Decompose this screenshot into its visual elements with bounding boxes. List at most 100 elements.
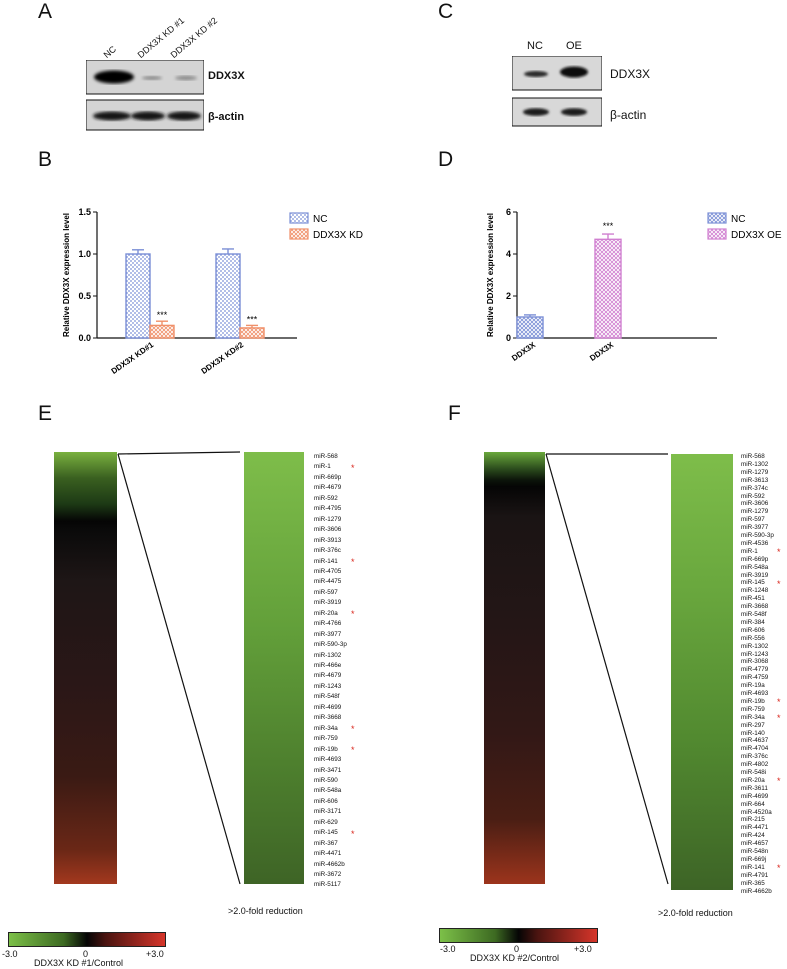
heatmap-f-mirna-label: miR-215: [741, 816, 765, 824]
heatmap-f-mirna-label: miR-4662b: [741, 887, 772, 895]
heatmap-e-mirna-label: miR-4679: [314, 672, 342, 680]
bar-chart-d: 0 2 4 6 Relative DDX3X expression level DDX3X…: [486, 207, 782, 363]
heatmap-e-mirna-label: miR-3672: [314, 871, 342, 878]
heatmap-f-mirna-label: miR-3068: [741, 658, 769, 666]
heatmap-e-mirna-label: miR-4693: [314, 756, 342, 764]
heatmap-f-mirna-label: miR-3613: [741, 476, 769, 484]
chart-b-significance: ***: [157, 310, 168, 320]
heatmap-f-mirna-label: miR-597: [741, 516, 765, 524]
heatmap-f-mirna-label: miR-3977: [741, 524, 769, 532]
heatmap-e-mirna-label: miR-1279: [314, 515, 342, 523]
chart-b-significance: ***: [247, 314, 258, 324]
heatmap-e-mirna-label: miR-597: [314, 588, 338, 596]
heatmap-e-mirna-label: miR-141: [314, 557, 338, 565]
chart-d-bar: [516, 316, 544, 339]
heatmap-f-significance-star: *: [777, 776, 781, 787]
heatmap-f-significance-star: *: [777, 713, 781, 724]
heatmap-f-mirna-label: miR-4704: [741, 745, 769, 753]
heatmap-f-mirna-label: miR-590-3p: [741, 532, 774, 539]
heatmap-f-mirna-label: miR-3668: [741, 603, 769, 611]
blot-a-image: [86, 60, 204, 131]
heatmap-e-mirna-label: miR-3171: [314, 808, 342, 816]
heatmap-e-significance-star: *: [351, 828, 355, 839]
heatmap-e-mirna-label: miR-606: [314, 797, 338, 805]
heatmap-f-mirna-label: miR-365: [741, 879, 765, 887]
heatmap-e-mirna-label: miR-592: [314, 494, 338, 502]
heatmap-f-mirna-label: miR-3919: [741, 571, 769, 579]
heatmap-e-mirna-label: miR-367: [314, 839, 338, 847]
chart-d-bar: [594, 238, 622, 339]
heatmap-f-mirna-label: miR-19a: [741, 682, 765, 690]
heatmap-e-mirna-label: miR-20a: [314, 609, 338, 617]
heatmap-f-mirna-label: miR-759: [741, 705, 765, 713]
heatmap-e-detail: [244, 452, 304, 884]
chart-b-y-tick-label: 0.5: [78, 291, 91, 301]
heatmap-e-mirna-label: miR-3913: [314, 536, 342, 544]
chart-d-legend-label: NC: [731, 214, 745, 225]
chart-b-bar: [149, 324, 175, 339]
heatmap-e-mirna-label: miR-376c: [314, 547, 341, 555]
heatmap-f-mirna-label: miR-4791: [741, 871, 769, 879]
heatmap-e-mirna-label: miR-5117: [314, 881, 341, 889]
heatmap-f-mirna-label: miR-664: [741, 800, 765, 808]
heatmap-f-mirna-label: miR-568: [741, 453, 765, 460]
heatmap-f-mirna-label: miR-297: [741, 721, 765, 729]
heatmap-f-zoom-lines: [545, 453, 669, 885]
heatmap-e-mirna-label: miR-590: [314, 776, 338, 784]
chart-d-legend-swatch: [707, 212, 727, 224]
heatmap-f-mirna-label: miR-548a: [741, 563, 769, 571]
heatmap-f-scale-mid: 0: [514, 944, 520, 954]
blot-c-lane-1: NC: [527, 40, 543, 52]
heatmap-e-mirna-label: miR-548a: [314, 787, 342, 795]
heatmap-f-full: [484, 452, 545, 884]
heatmap-f-mirna-label: miR-548f: [741, 611, 767, 618]
heatmap-e-scale-bar: [8, 932, 166, 947]
chart-d-category-label: DDX3X: [510, 340, 538, 363]
blot-c-image: [512, 56, 602, 127]
heatmap-e-mirna-label: miR-4679: [314, 484, 342, 492]
heatmap-f-significance-star: *: [777, 863, 781, 874]
heatmap-f-mirna-label: miR-1279: [741, 508, 769, 516]
heatmap-f-scale-label: DDX3X KD #2/Control: [470, 953, 560, 963]
heatmap-f-mirna-label: miR-4536: [741, 539, 769, 547]
heatmap-e-mirna-label: miR-19b: [314, 745, 338, 753]
heatmap-f-mirna-label: miR-4802: [741, 761, 769, 769]
heatmap-f-mirna-label: miR-1279: [741, 468, 769, 476]
heatmap-f-mirna-label: miR-376c: [741, 753, 768, 761]
chart-d-y-tick-label: 2: [506, 291, 511, 301]
chart-b-bar: [239, 327, 265, 339]
heatmap-e-mirna-label: miR-629: [314, 818, 338, 826]
chart-b-y-tick-label: 0.0: [78, 333, 91, 343]
heatmap-f-mirna-label: miR-1243: [741, 650, 769, 658]
heatmap-f-significance-star: *: [777, 547, 781, 558]
heatmap-e-caption: >2.0-fold reduction: [228, 906, 303, 916]
chart-b-y-tick-label: 1.5: [78, 207, 91, 217]
heatmap-e-scale-max: +3.0: [146, 949, 164, 959]
heatmap-f-mirna-label: miR-140: [741, 729, 765, 737]
heatmap-e-mirna-label: miR-1302: [314, 651, 342, 659]
heatmap-f-mirna-label: miR-4759: [741, 674, 769, 682]
heatmap-f-mirna-label: miR-669p: [741, 555, 769, 563]
panel-letter-d: D: [438, 148, 454, 171]
heatmap-f-mirna-label: miR-606: [741, 626, 765, 634]
heatmap-e-mirna-label: miR-669p: [314, 473, 342, 481]
heatmap-e-significance-star: *: [351, 462, 355, 473]
heatmap-e-significance-star: *: [351, 745, 355, 756]
heatmap-f-significance-star: *: [777, 578, 781, 589]
heatmap-e-mirna-label: miR-34a: [314, 724, 338, 732]
heatmap-e-mirna-label: miR-4699: [314, 703, 342, 711]
heatmap-e-mirna-label: miR-4475: [314, 578, 342, 586]
chart-b-bar: [125, 253, 151, 339]
heatmap-e-mirna-label: miR-4795: [314, 505, 342, 513]
panel-letter-b: B: [38, 148, 53, 171]
chart-d-y-tick-label: 0: [506, 333, 511, 343]
heatmap-e-zoom-lines: [117, 451, 241, 885]
panel-letter-c: C: [438, 0, 454, 23]
blot-a-label-ddx3x: DDX3X: [208, 70, 245, 82]
chart-d-y-label: Relative DDX3X expression level: [486, 213, 495, 337]
heatmap-e-mirna-label: miR-590-3p: [314, 641, 347, 649]
heatmap-e-mirna-label: miR-466e: [314, 662, 342, 669]
heatmap-e-significance-star: *: [351, 557, 355, 567]
bar-chart-b: 0.0 0.5 1.0 1.5 Relative DDX3X expression le…: [62, 207, 363, 376]
chart-d-legend-label: DDX3X OE: [731, 230, 782, 241]
